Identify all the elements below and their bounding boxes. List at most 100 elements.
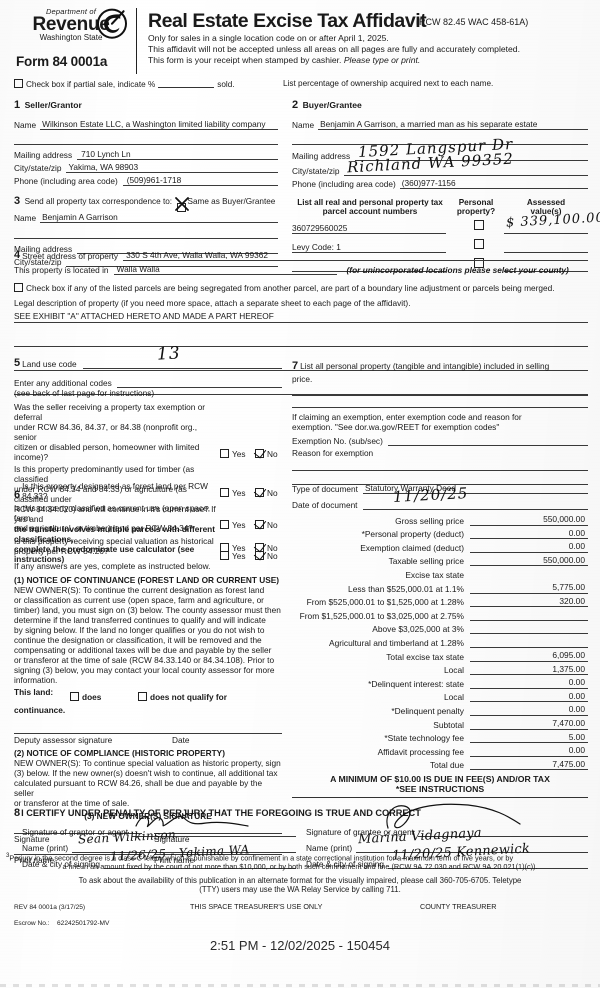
partial-sale-checkbox[interactable]	[14, 79, 23, 88]
parcel-account-1[interactable]: 360729560025	[292, 223, 446, 234]
alt-format-line-2: (TTY) users may use the WA Relay Service…	[199, 885, 401, 895]
buyer-phone-value[interactable]: (360)977-1156	[399, 178, 588, 189]
tax-row-local: Local 1,375.00	[292, 662, 588, 676]
new-owner-print-line-2[interactable]	[154, 853, 282, 855]
grantor-date-field[interactable]: 11/26/25 - Yakima WA	[103, 842, 296, 869]
parcel-account-2[interactable]: Levy Code: 1	[292, 242, 446, 253]
grantee-signature-block: Signature of grantee or agent Name (prin…	[306, 803, 588, 869]
parcel-personal-1[interactable]	[454, 216, 504, 234]
seller-name-extra-line[interactable]	[14, 130, 278, 145]
correspondence-mailing-value[interactable]	[77, 253, 278, 254]
grantor-name-field[interactable]: Sean Wilkinson	[72, 827, 296, 853]
signature-columns: Signature of grantor or agent Name (prin…	[14, 803, 588, 869]
grantee-signature-icon	[386, 803, 521, 829]
new-owner-print-2: Print name	[154, 853, 282, 865]
legal-description-line-3[interactable]	[14, 359, 588, 371]
exemption-question-text: Was the seller receiving a property tax …	[14, 402, 206, 462]
seller-name-value[interactable]: Wilkinson Estate LLC, a Washington limit…	[40, 119, 278, 130]
dor-department-of: Department of	[45, 7, 97, 16]
exemption-reason-line-1[interactable]	[292, 469, 588, 471]
does-qualify-option[interactable]: does	[70, 687, 138, 705]
new-owner-sig-line-1[interactable]	[14, 832, 142, 834]
new-owner-signature-title: (3) NEW OWNER(S) SIGNATURE	[84, 811, 212, 821]
segregated-checkbox[interactable]	[14, 283, 23, 292]
street-address-label: Street address of property	[22, 251, 119, 261]
q1-no-checkbox[interactable]	[255, 449, 264, 458]
q1-yes-label: Yes	[232, 449, 246, 459]
new-owner-sig-label-1: Signature	[14, 834, 50, 844]
buyer-mailing-value-field[interactable]: 1592 Langspur Dr	[355, 135, 588, 161]
historical-label: Is this property receiving special valua…	[14, 536, 214, 556]
correspondence-citystatezip-value[interactable]	[65, 266, 278, 267]
new-owner-sig-line-2[interactable]	[154, 832, 282, 834]
this-land-row: This land: does does not qualify for	[14, 687, 282, 705]
parcel-assessed-3[interactable]	[504, 260, 588, 272]
section-1-number: 1	[14, 99, 21, 111]
grantor-sig-label: Signature of grantor or agent	[22, 827, 129, 837]
tax-row-total-due: Total due 7,475.00	[292, 757, 588, 771]
buyer-citystatezip-value-field[interactable]: Richland WA 99352	[343, 150, 588, 176]
new-owner-print-label-1: Print name	[14, 855, 55, 865]
q2-no-label: No	[267, 551, 278, 561]
s6-q3-no-checkbox[interactable]	[255, 543, 264, 552]
buyer-name-value[interactable]: Benjamin A Garrison, a married man as hi…	[318, 119, 588, 130]
s6-q2-yes-checkbox[interactable]	[220, 520, 229, 529]
personal-property-line-2[interactable]	[292, 406, 588, 408]
new-owner-sig-1: Signature	[14, 832, 142, 844]
grantor-name-row: Name (print) Sean Wilkinson	[14, 827, 296, 853]
additional-codes-value[interactable]	[116, 387, 282, 388]
tax-row-personal-property-deduct: *Personal property (deduct) 0.00	[292, 526, 588, 540]
doc-date-value-field[interactable]: 11/20/25	[362, 484, 588, 510]
escrow-label: Escrow No.:	[14, 920, 50, 927]
q1-yes-checkbox[interactable]	[220, 449, 229, 458]
seller-name-row: Name Wilkinson Estate LLC, a Washington …	[14, 119, 278, 130]
deputy-assessor-signature-line[interactable]	[14, 732, 282, 734]
grantee-name-field[interactable]: Marina Vidagnaya	[356, 826, 588, 853]
exemption-no-value[interactable]	[387, 435, 588, 446]
legal-description-value[interactable]: SEE EXHIBIT "A" ATTACHED HERETO AND MADE…	[14, 311, 588, 323]
seller-mailing-value[interactable]: 710 Lynch Ln	[77, 149, 278, 160]
tax-row-total-excise-state: Total excise tax state 6,095.00	[292, 648, 588, 662]
title-rcw-reference: (RCW 82.45 WAC 458-61A)	[416, 17, 529, 27]
parcel-assessed-1[interactable]: $ 339,100.00	[504, 210, 600, 234]
s6-q1-yes-checkbox[interactable]	[220, 488, 229, 497]
correspondence-name-extra-line[interactable]	[14, 223, 278, 239]
s6-q1-no-checkbox[interactable]	[255, 488, 264, 497]
correspondence-name-row: Name Benjamin A Garrison	[14, 212, 278, 223]
street-address-value[interactable]: 330 S 4th Ave, Walla Walla, WA 99362	[123, 250, 588, 261]
new-owner-print-line-1[interactable]	[14, 853, 142, 855]
parcel-personal-3[interactable]	[454, 254, 504, 272]
additional-codes-note: (see back of last page for instructions)	[14, 388, 155, 398]
grantor-date-label: Date & city of signing	[22, 859, 100, 869]
buyer-citystatezip-row: City/state/zip Richland WA 99352	[292, 150, 588, 176]
partial-sale-percent-input[interactable]	[158, 79, 215, 88]
grantee-signature-field[interactable]	[386, 803, 588, 837]
grantor-signature-field[interactable]	[132, 815, 296, 837]
tax-row-taxable-selling-price: Taxable selling price 550,000.00	[292, 553, 588, 567]
legal-description-line-2[interactable]	[14, 335, 588, 347]
section-7-title-1: List all personal property (tangible and…	[300, 361, 550, 371]
escrow-number: Escrow No.: 62242501792-MV	[14, 912, 109, 930]
treasurer-stamp: 2:51 PM - 12/02/2025 - 150454	[210, 938, 390, 953]
header-divider	[136, 8, 138, 74]
buyer-name-extra-line[interactable]	[292, 130, 588, 145]
seller-citystatezip-value[interactable]: Yakima, WA 98903	[65, 162, 278, 173]
doc-type-value[interactable]: Statutory Warranty Deed	[362, 483, 588, 494]
correspondence-name-value[interactable]: Benjamin A Garrison	[40, 212, 278, 223]
s6-q2-no-checkbox[interactable]	[255, 520, 264, 529]
tax-row-state-technology-fee: *State technology fee 5.00	[292, 730, 588, 744]
exemption-reason-line-2[interactable]	[292, 483, 588, 486]
parcel-table-header: List all real and personal property tax …	[292, 198, 588, 217]
header-sub2: This affidavit will not be accepted unle…	[148, 44, 520, 54]
parcel-assessed-2[interactable]	[504, 241, 588, 253]
s6-q3-yes-checkbox[interactable]	[220, 543, 229, 552]
parcel-personal-2[interactable]	[454, 235, 504, 253]
legal-description-line-4[interactable]	[14, 383, 588, 395]
seller-phone-value[interactable]: (509)961-1718	[122, 175, 278, 186]
grantee-date-field[interactable]: 11/20/25 Kennewick	[387, 841, 588, 869]
located-in-value[interactable]: Walla Walla	[113, 264, 337, 275]
personal-property-line-1[interactable]	[292, 394, 588, 396]
parcel-account-3[interactable]	[292, 270, 446, 272]
land-use-value-field[interactable]: 13	[82, 343, 282, 369]
does-not-qualify-option[interactable]: does not qualify for	[138, 687, 227, 705]
